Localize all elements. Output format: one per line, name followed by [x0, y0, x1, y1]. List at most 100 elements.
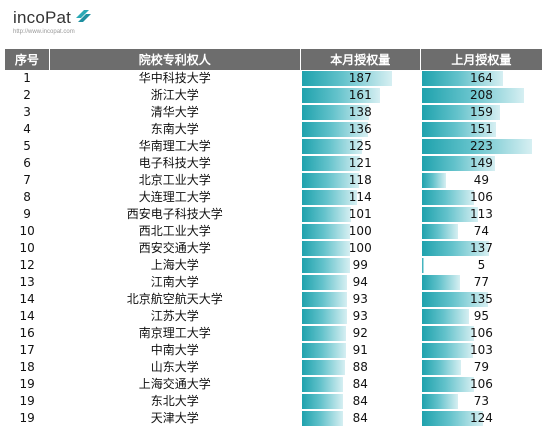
current-month-cell: 88	[300, 359, 420, 376]
table-row: 2 浙江大学 161 208	[5, 87, 543, 104]
previous-month-cell: 106	[420, 376, 542, 393]
current-month-cell-bar	[302, 411, 344, 426]
current-month-cell: 84	[300, 410, 420, 427]
previous-month-cell-value: 164	[469, 71, 493, 85]
current-month-cell-bar	[302, 241, 351, 256]
current-month-cell-bar	[302, 309, 348, 324]
header-rank: 序号	[5, 49, 50, 70]
school-cell: 北京航空航天大学	[126, 292, 223, 306]
brand-mark-icon	[76, 10, 91, 22]
previous-month-cell: 151	[420, 121, 542, 138]
previous-month-cell: 159	[420, 104, 542, 121]
previous-month-cell-bar	[422, 292, 489, 307]
patent-ranking-table: 序号 院校专利权人 本月授权量 上月授权量 1 华中科技大学 187 164 2 浙江大学…	[5, 49, 544, 427]
previous-month-cell: 124	[420, 410, 542, 427]
current-month-cell-value: 99	[352, 258, 368, 272]
previous-month-cell-bar	[422, 224, 459, 239]
previous-month-cell-bar	[422, 411, 484, 426]
previous-month-cell-bar	[422, 156, 496, 171]
current-month-cell-value: 93	[352, 309, 368, 323]
current-month-cell-value: 121	[348, 156, 372, 170]
rank-cell: 8	[23, 190, 31, 204]
current-month-cell-bar	[302, 258, 351, 273]
current-month-cell-value: 100	[348, 241, 372, 255]
rank-cell: 19	[19, 394, 35, 408]
current-month-cell-value: 94	[352, 275, 368, 289]
current-month-cell-bar	[302, 343, 347, 358]
current-month-cell: 93	[300, 291, 420, 308]
school-cell: 清华大学	[150, 105, 199, 119]
previous-month-cell-value: 124	[469, 411, 493, 425]
previous-month-cell-bar	[422, 71, 504, 86]
current-month-cell-bar	[302, 292, 348, 307]
school-cell: 华南理工大学	[138, 139, 211, 153]
current-month-cell-value: 100	[348, 224, 372, 238]
previous-month-cell: 74	[420, 223, 542, 240]
current-month-cell-bar	[302, 275, 348, 290]
previous-month-cell-value: 73	[473, 394, 490, 408]
previous-month-cell-bar	[422, 275, 461, 290]
previous-month-cell-value: 137	[469, 241, 493, 255]
previous-month-cell-bar	[422, 309, 470, 324]
previous-month-cell: 77	[420, 274, 542, 291]
incopat-logo: incoPat http://www.incopat.com	[13, 6, 133, 40]
header-previous-month: 上月授权量	[419, 49, 544, 70]
previous-month-cell: 113	[420, 206, 542, 223]
current-month-cell: 161	[300, 87, 420, 104]
previous-month-cell: 208	[420, 87, 542, 104]
table-row: 12 上海大学 99 5	[5, 257, 543, 274]
rank-cell: 16	[19, 326, 35, 340]
rank-cell: 10	[19, 224, 35, 238]
school-cell: 上海大学	[150, 258, 199, 272]
header-current-month: 本月授权量	[299, 49, 421, 70]
current-month-cell-value: 114	[348, 190, 372, 204]
previous-month-cell: 137	[420, 240, 542, 257]
current-month-cell: 100	[300, 240, 420, 257]
rank-cell: 18	[19, 360, 35, 374]
current-month-cell: 84	[300, 393, 420, 410]
current-month-cell: 100	[300, 223, 420, 240]
current-month-cell-bar	[302, 173, 360, 188]
previous-month-cell-value: 159	[469, 105, 493, 119]
previous-month-cell: 149	[420, 155, 542, 172]
school-cell: 东北大学	[150, 394, 199, 408]
previous-month-cell-value: 135	[469, 292, 493, 306]
previous-month-cell-value: 149	[469, 156, 493, 170]
previous-month-cell: 5	[420, 257, 542, 274]
school-cell: 华中科技大学	[138, 71, 211, 85]
previous-month-cell-value: 5	[477, 258, 486, 272]
school-cell: 电子科技大学	[138, 156, 211, 170]
previous-month-cell-value: 208	[469, 88, 493, 102]
current-month-cell: 91	[300, 342, 420, 359]
table-row: 8 大连理工大学 114 106	[5, 189, 543, 206]
header-school: 院校专利权人	[48, 49, 301, 70]
previous-month-cell-bar	[422, 173, 447, 188]
previous-month-cell-value: 151	[469, 122, 493, 136]
table-row: 3 清华大学 138 159	[5, 104, 543, 121]
rank-cell: 12	[19, 258, 35, 272]
previous-month-cell: 223	[420, 138, 542, 155]
school-cell: 中南大学	[150, 343, 199, 357]
current-month-cell-bar	[302, 88, 381, 103]
rank-cell: 13	[19, 275, 35, 289]
previous-month-cell-value: 49	[473, 173, 490, 187]
school-cell: 大连理工大学	[138, 190, 211, 204]
current-month-cell-value: 101	[348, 207, 372, 221]
school-cell: 南京理工大学	[138, 326, 211, 340]
table-row: 1 华中科技大学 187 164	[5, 70, 543, 87]
brand-name: incoPat	[13, 8, 72, 27]
current-month-cell: 93	[300, 308, 420, 325]
current-month-cell: 187	[300, 70, 420, 87]
current-month-cell: 84	[300, 376, 420, 393]
table-row: 7 北京工业大学 118 49	[5, 172, 543, 189]
rank-cell: 14	[19, 309, 35, 323]
current-month-cell: 138	[300, 104, 420, 121]
previous-month-cell: 49	[420, 172, 542, 189]
rank-cell: 19	[19, 411, 35, 425]
table-row: 19 东北大学 84 73	[5, 393, 543, 410]
previous-month-cell-bar	[422, 88, 525, 103]
school-cell: 东南大学	[150, 122, 199, 136]
current-month-cell-bar	[302, 326, 347, 341]
current-month-cell: 92	[300, 325, 420, 342]
current-month-cell-value: 161	[348, 88, 372, 102]
